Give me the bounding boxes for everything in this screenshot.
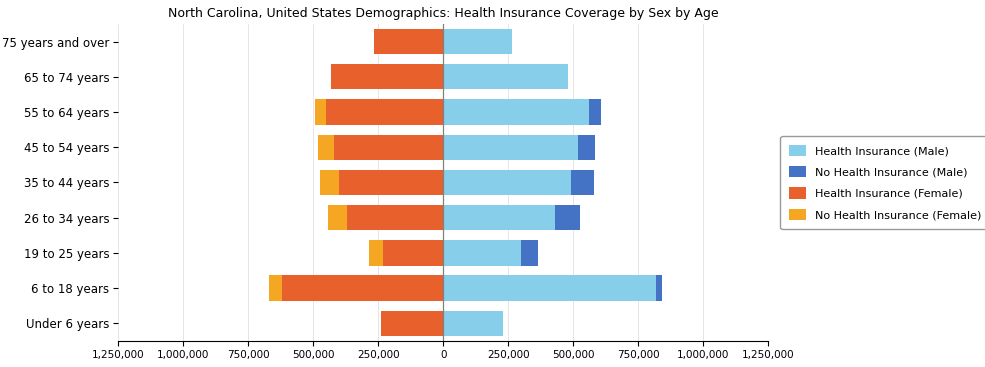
Bar	[374, 29, 443, 54]
Bar	[347, 205, 443, 230]
Bar	[578, 135, 595, 160]
Bar	[656, 276, 662, 301]
Bar	[334, 135, 443, 160]
Bar	[369, 240, 383, 266]
Bar	[443, 205, 556, 230]
Legend: Health Insurance (Male), No Health Insurance (Male), Health Insurance (Female), : Health Insurance (Male), No Health Insur…	[780, 136, 985, 229]
Bar	[443, 135, 578, 160]
Bar	[314, 99, 326, 125]
Bar	[381, 311, 443, 336]
Bar	[443, 64, 568, 90]
Bar	[328, 205, 347, 230]
Bar	[443, 29, 512, 54]
Bar	[318, 135, 334, 160]
Bar	[320, 170, 339, 195]
Bar	[443, 240, 521, 266]
Bar	[269, 276, 282, 301]
Title: North Carolina, United States Demographics: Health Insurance Coverage by Sex by : North Carolina, United States Demographi…	[167, 7, 719, 20]
Bar	[443, 276, 656, 301]
Bar	[282, 276, 443, 301]
Bar	[326, 99, 443, 125]
Bar	[339, 170, 443, 195]
Bar	[443, 311, 503, 336]
Bar	[383, 240, 443, 266]
Bar	[443, 170, 570, 195]
Bar	[443, 99, 589, 125]
Bar	[331, 64, 443, 90]
Bar	[556, 205, 580, 230]
Bar	[521, 240, 538, 266]
Bar	[589, 99, 601, 125]
Bar	[570, 170, 594, 195]
